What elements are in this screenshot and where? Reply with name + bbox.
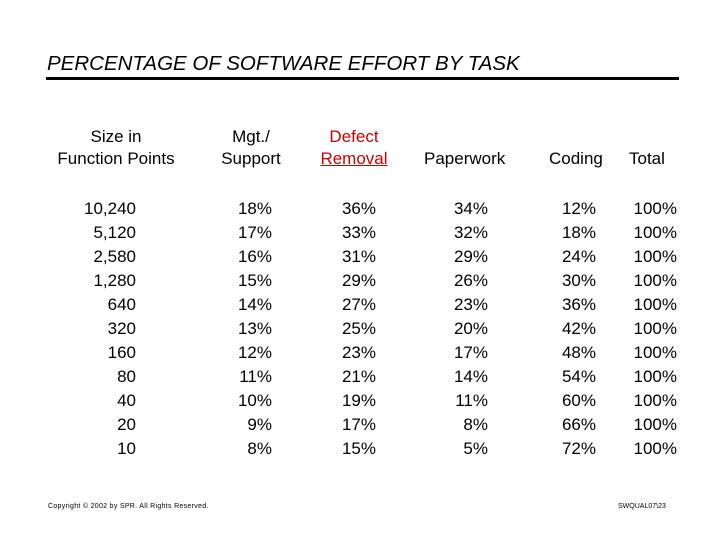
size-cell: 1,280 — [93, 271, 136, 290]
defect-removal-cell: 21% — [341, 367, 376, 386]
size-cell: 2,580 — [93, 247, 136, 266]
title-rule — [46, 77, 679, 80]
header-defect-line2-text: Removal — [320, 149, 388, 168]
header-mgt-line1: Mgt./ — [232, 127, 270, 146]
coding-cell: 18% — [561, 223, 596, 242]
size-cell: 10 — [117, 439, 136, 458]
total-cell: 100% — [633, 295, 677, 314]
paperwork-cell: 32% — [453, 223, 488, 242]
mgt-support-cell: 14% — [237, 295, 272, 314]
paperwork-cell: 20% — [453, 319, 488, 338]
paperwork-cell: 11% — [455, 391, 488, 410]
header-size-line1: Size in — [90, 127, 142, 146]
column-coding: 12% 18% 24% 30% 36% 42% 48% 54% 60% 66% … — [540, 197, 596, 461]
header-paperwork: Paperwork — [424, 149, 506, 168]
size-cell: 20 — [117, 415, 136, 434]
total-cell: 100% — [633, 391, 677, 410]
defect-removal-cell: 33% — [341, 223, 376, 242]
mgt-support-cell: 17% — [237, 223, 272, 242]
column-total: 100% 100% 100% 100% 100% 100% 100% 100% … — [616, 197, 677, 461]
column-paperwork: 34% 32% 29% 26% 23% 20% 17% 14% 11% 8% 5… — [432, 197, 488, 461]
defect-removal-cell: 15% — [341, 439, 376, 458]
coding-cell: 72% — [561, 439, 596, 458]
total-cell: 100% — [633, 415, 677, 434]
defect-removal-cell: 31% — [341, 247, 376, 266]
total-cell: 100% — [633, 223, 677, 242]
coding-cell: 48% — [561, 343, 596, 362]
mgt-support-cell: 10% — [237, 391, 272, 410]
defect-removal-cell: 29% — [341, 271, 376, 290]
defect-removal-cell: 25% — [341, 319, 376, 338]
defect-removal-cell: 27% — [341, 295, 376, 314]
mgt-support-cell: 8% — [247, 439, 272, 458]
coding-cell: 60% — [561, 391, 596, 410]
paperwork-cell: 34% — [453, 199, 488, 218]
column-defect-removal: 36% 33% 31% 29% 27% 25% 23% 21% 19% 17% … — [320, 197, 376, 461]
header-mgt-line2: Support — [221, 149, 281, 168]
coding-cell: 30% — [561, 271, 596, 290]
size-cell: 80 — [117, 367, 136, 386]
paperwork-cell: 23% — [453, 295, 488, 314]
mgt-support-cell: 16% — [237, 247, 272, 266]
slide-code: SWQUAL07\23 — [618, 503, 666, 510]
paperwork-cell: 5% — [463, 439, 488, 458]
total-cell: 100% — [633, 343, 677, 362]
header-total: Total — [629, 149, 665, 168]
mgt-support-cell: 9% — [247, 415, 272, 434]
mgt-support-cell: 11% — [239, 367, 272, 386]
header-defect-line2: Removal — [308, 148, 400, 170]
total-cell: 100% — [633, 271, 677, 290]
mgt-support-cell: 18% — [237, 199, 272, 218]
size-cell: 10,240 — [84, 199, 136, 218]
size-cell: 5,120 — [93, 223, 136, 242]
size-cell: 160 — [107, 343, 136, 362]
header-mgt-support: Mgt./ Support — [206, 126, 296, 170]
header-size: Size in Function Points — [40, 126, 192, 170]
paperwork-cell: 29% — [453, 247, 488, 266]
total-cell: 100% — [633, 319, 677, 338]
total-cell: 100% — [633, 199, 677, 218]
paperwork-cell: 26% — [453, 271, 488, 290]
paperwork-cell: 8% — [463, 415, 488, 434]
column-size: 10,240 5,120 2,580 1,280 640 320 160 80 … — [60, 197, 136, 461]
size-cell: 640 — [107, 295, 136, 314]
paperwork-cell: 14% — [453, 367, 488, 386]
coding-cell: 36% — [561, 295, 596, 314]
coding-cell: 66% — [561, 415, 596, 434]
mgt-support-cell: 13% — [237, 319, 272, 338]
coding-cell: 42% — [561, 319, 596, 338]
total-cell: 100% — [633, 247, 677, 266]
size-cell: 320 — [107, 319, 136, 338]
size-cell: 40 — [117, 391, 136, 410]
paperwork-cell: 17% — [453, 343, 488, 362]
defect-removal-cell: 17% — [341, 415, 376, 434]
header-size-line2: Function Points — [57, 149, 175, 168]
total-cell: 100% — [633, 439, 677, 458]
coding-cell: 54% — [561, 367, 596, 386]
defect-removal-cell: 36% — [341, 199, 376, 218]
header-defect-line1: Defect — [329, 127, 379, 146]
header-defect-removal: Defect Removal — [308, 126, 400, 170]
slide-title: PERCENTAGE OF SOFTWARE EFFORT BY TASK — [47, 52, 520, 75]
defect-removal-cell: 19% — [341, 391, 376, 410]
coding-cell: 24% — [561, 247, 596, 266]
mgt-support-cell: 15% — [237, 271, 272, 290]
column-mgt-support: 18% 17% 16% 15% 14% 13% 12% 11% 10% 9% 8… — [216, 197, 272, 461]
defect-removal-cell: 23% — [341, 343, 376, 362]
coding-cell: 12% — [561, 199, 596, 218]
header-coding: Coding — [549, 149, 603, 168]
total-cell: 100% — [633, 367, 677, 386]
mgt-support-cell: 12% — [237, 343, 272, 362]
copyright-notice: Copyright © 2002 by SPR. All Rights Rese… — [48, 503, 209, 510]
